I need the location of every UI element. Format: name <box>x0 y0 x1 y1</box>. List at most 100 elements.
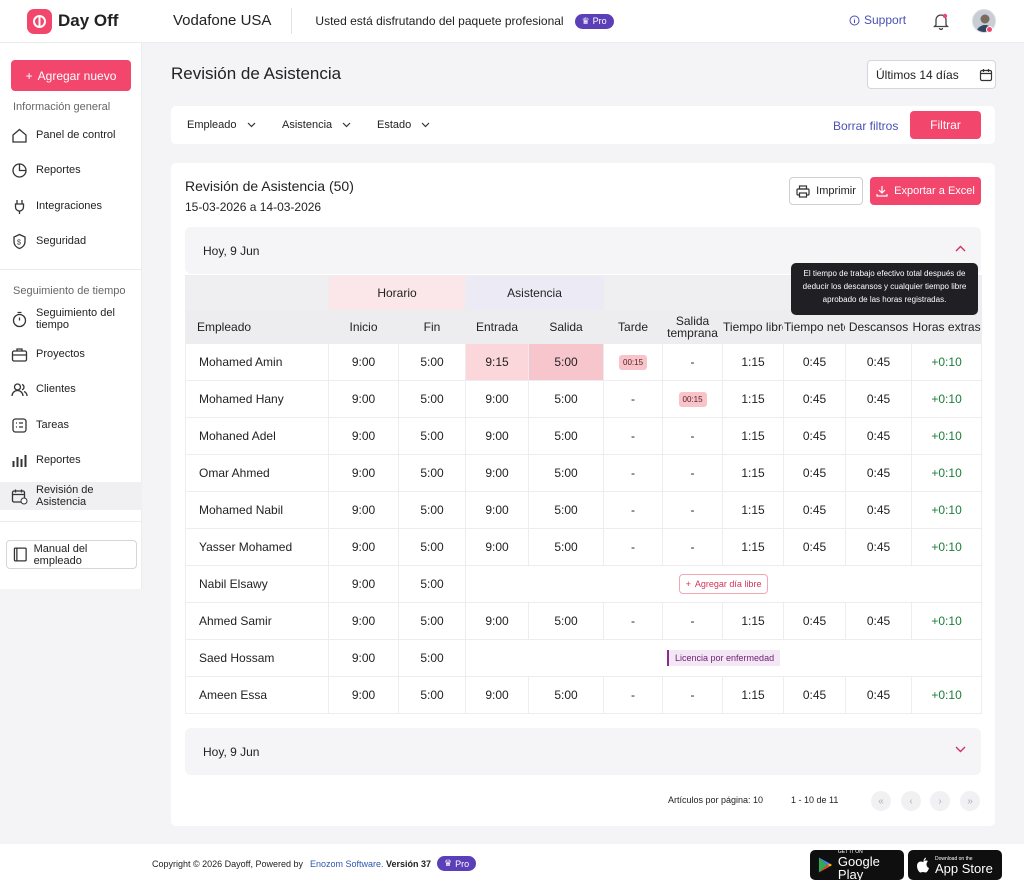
logo[interactable]: Day Off <box>0 0 142 43</box>
free-cell: 1:15 <box>722 380 785 418</box>
items-per-page[interactable]: Artículos por página: 10 <box>668 795 764 805</box>
early-cell: - <box>662 676 724 714</box>
first-page-button[interactable]: « <box>871 791 891 811</box>
google-play-icon <box>818 857 832 873</box>
breaks-cell: 0:45 <box>845 676 913 714</box>
print-button[interactable]: Imprimir <box>789 177 863 205</box>
early-badge: 00:15 <box>678 392 707 407</box>
employee-manual-button[interactable]: Manual del empleado <box>6 540 137 569</box>
day-group-header[interactable]: Hoy, 9 Jun <box>185 728 981 775</box>
status-filter[interactable]: Estado <box>377 119 430 131</box>
net-time-tooltip: El tiempo de trabajo efectivo total desp… <box>791 263 978 315</box>
sidebar-item-integrations[interactable]: Integraciones <box>0 192 142 220</box>
early-leave-line-2: temprana <box>667 326 718 340</box>
vendor-link[interactable]: Enozom Software. <box>310 859 384 869</box>
last-page-button[interactable]: » <box>960 791 980 811</box>
google-play-badge[interactable]: GET IT ON Google Play <box>810 849 904 882</box>
free-cell: 1:15 <box>722 676 785 714</box>
plan-text: Usted está disfrutando del paquete profe… <box>315 14 564 28</box>
start-cell: 9:00 <box>328 343 399 381</box>
pie-chart-icon <box>12 162 27 178</box>
company-name: Vodafone USA <box>142 8 293 34</box>
employee-name-cell: Nabil Elsawy <box>185 565 329 603</box>
early-cell: - <box>662 491 724 529</box>
overtime-cell: +0:10 <box>911 602 983 640</box>
sidebar-item-security[interactable]: $ Seguridad <box>0 227 142 255</box>
column-header-overtime: Horas extras <box>911 310 983 344</box>
breaks-cell: 0:45 <box>845 602 913 640</box>
export-excel-button[interactable]: Exportar a Excel <box>870 177 981 205</box>
sidebar-item-label: Seguridad <box>36 235 87 247</box>
page-range: 1 - 10 de 11 <box>791 795 839 805</box>
employee-name-cell: Saed Hossam <box>185 639 329 677</box>
google-play-label: Google Play <box>837 854 880 882</box>
trophy-icon: ♛ <box>444 858 453 868</box>
table-row: Mohamed Hany 9:00 5:00 9:00 5:00-00:15 1:15 0:… <box>185 380 983 418</box>
in-cell: 9:00 <box>465 454 530 492</box>
add-day-off-button[interactable]: + Agregar día libre <box>678 574 769 594</box>
double-chevron-left-icon: « <box>878 795 884 807</box>
free-cell: 1:15 <box>722 343 785 381</box>
late-cell: - <box>603 602 664 640</box>
attendance-table: Horario Asistencia Empleado Inicio Fin E… <box>185 275 983 714</box>
sidebar: + Agregar nuevo Información general Pane… <box>0 43 142 589</box>
sidebar-divider <box>0 269 142 270</box>
end-cell: 5:00 <box>397 565 467 603</box>
sidebar-item-dashboard[interactable]: Panel de control <box>0 121 142 149</box>
clear-filters-link[interactable]: Borrar filtros <box>833 119 899 133</box>
out-cell: 5:00 <box>528 380 605 418</box>
free-cell: 1:15 <box>722 454 785 492</box>
sidebar-item-time-reports[interactable]: Reportes <box>0 446 142 474</box>
employee-filter[interactable]: Empleado <box>187 119 256 131</box>
employee-name-cell: Mohaned Adel <box>185 417 329 455</box>
home-icon <box>12 128 27 143</box>
column-header-net-time[interactable]: Tiempo neto <box>783 310 847 344</box>
column-header-late: Tarde <box>603 310 664 344</box>
sidebar-item-tasks[interactable]: Tareas <box>0 411 142 439</box>
table-row: Ahmed Samir 9:00 5:00 9:00 5:00- -1:15 0:45 0:4… <box>185 602 983 640</box>
column-header-in: Entrada <box>465 310 530 344</box>
start-cell: 9:00 <box>328 565 399 603</box>
add-new-button[interactable]: + Agregar nuevo <box>11 60 131 91</box>
table-row: Nabil Elsawy 9:00 5:00 + Agregar día libre <box>185 565 983 603</box>
next-page-button[interactable]: › <box>930 791 950 811</box>
app-store-label: App Store <box>935 860 993 876</box>
net-cell: 0:45 <box>783 602 847 640</box>
prev-page-button[interactable]: ‹ <box>901 791 921 811</box>
sidebar-item-clients[interactable]: Clientes <box>0 375 142 403</box>
status-dot <box>986 26 993 33</box>
sidebar-item-label: Tareas <box>36 419 70 431</box>
net-cell: 0:45 <box>783 343 847 381</box>
start-cell: 9:00 <box>328 639 399 677</box>
attendance-filter[interactable]: Asistencia <box>282 119 351 131</box>
sidebar-item-projects[interactable]: Proyectos <box>0 340 142 368</box>
in-cell: 9:00 <box>465 380 530 418</box>
sidebar-item-label: Reportes <box>36 454 81 466</box>
pro-badge-label: Pro <box>592 16 607 26</box>
date-range-label: Últimos 14 días <box>876 67 959 82</box>
sidebar-item-label: Seguimiento del tiempo <box>36 307 115 331</box>
sidebar-item-reports[interactable]: Reportes <box>0 156 142 184</box>
end-cell: 5:00 <box>397 380 467 418</box>
google-play-small: GET IT ON <box>837 849 863 855</box>
chevron-down-icon <box>955 746 966 753</box>
early-cell: - <box>662 602 724 640</box>
bell-icon[interactable] <box>933 12 949 30</box>
breaks-cell: 0:45 <box>845 380 913 418</box>
breaks-cell: 0:45 <box>845 528 913 566</box>
app-store-badge[interactable]: Download on the App Store <box>908 850 1002 880</box>
sidebar-item-time-tracking[interactable]: Seguimiento del tiempo <box>0 305 142 333</box>
sidebar-item-attendance-review[interactable]: Revisión de Asistencia <box>0 482 142 510</box>
breaks-cell: 0:45 <box>845 454 913 492</box>
day-group-label: Hoy, 9 Jun <box>203 243 260 258</box>
app-store-small: Download on the <box>935 855 973 862</box>
header-empty <box>185 275 329 311</box>
support-link[interactable]: Support <box>849 13 906 27</box>
filter-button[interactable]: Filtrar <box>910 111 981 139</box>
add-day-off-label: Agregar día libre <box>694 579 762 589</box>
date-range-select[interactable]: Últimos 14 días <box>867 60 996 89</box>
end-cell: 5:00 <box>397 602 467 640</box>
employee-name-cell: Mohamed Amin <box>185 343 329 381</box>
printer-icon <box>796 184 810 198</box>
out-cell: 5:00 <box>528 343 605 381</box>
